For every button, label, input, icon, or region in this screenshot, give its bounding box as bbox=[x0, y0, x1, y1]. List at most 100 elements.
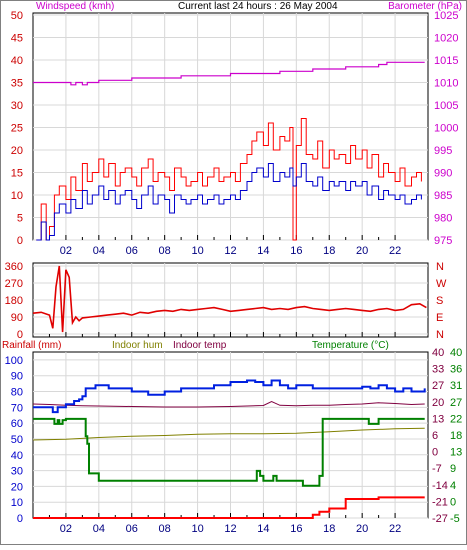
temperature-tick-label: 13 bbox=[450, 447, 462, 459]
wind-tick-label: 20 bbox=[11, 145, 23, 157]
x-tick-label: 14 bbox=[257, 245, 269, 257]
indoor-temp-tick-label: 20 bbox=[432, 397, 444, 409]
compass-label: W bbox=[436, 278, 447, 290]
baro-tick-label: 1020 bbox=[434, 33, 458, 45]
wind-tick-label: 25 bbox=[11, 123, 23, 135]
compass-label: N bbox=[436, 261, 444, 273]
rainfall-label: Rainfall (mm) bbox=[2, 340, 61, 351]
baro-tick-label: 985 bbox=[434, 190, 452, 202]
temperature-tick-label: 0 bbox=[450, 496, 456, 508]
x-tick-label: 18 bbox=[323, 523, 335, 535]
x-tick-label: 02 bbox=[60, 523, 72, 535]
indoor-temp-tick-label: 27 bbox=[432, 380, 444, 392]
baro-tick-label: 1015 bbox=[434, 55, 458, 67]
compass-label: S bbox=[436, 295, 443, 307]
humidity-tick-label: 50 bbox=[11, 434, 23, 446]
x-tick-label: 12 bbox=[224, 523, 236, 535]
x-tick-label: 22 bbox=[389, 523, 401, 535]
humidity-tick-label: 30 bbox=[11, 466, 23, 478]
humidity-tick-label: 70 bbox=[11, 402, 23, 414]
x-tick-label: 16 bbox=[290, 245, 302, 257]
x-tick-label: 20 bbox=[356, 523, 368, 535]
series-wind-gust bbox=[36, 118, 422, 241]
humidity-tick-label: 60 bbox=[11, 418, 23, 430]
humidity-tick-label: 90 bbox=[11, 371, 23, 383]
baro-tick-label: 1005 bbox=[434, 100, 458, 112]
series-wind-avg bbox=[36, 163, 422, 241]
series-barometer bbox=[33, 61, 425, 86]
indoor-temp-tick-label: -7 bbox=[432, 463, 442, 475]
direction-tick-label: 360 bbox=[5, 261, 23, 273]
humidity-tick-label: 100 bbox=[5, 355, 23, 367]
indoor-temp-tick-label: 6 bbox=[432, 430, 438, 442]
series-indoor-temp bbox=[32, 401, 425, 408]
baro-tick-label: 995 bbox=[434, 145, 452, 157]
baro-tick-label: 1010 bbox=[434, 78, 458, 90]
series-wind-direction bbox=[32, 265, 427, 333]
direction-tick-label: 270 bbox=[5, 278, 23, 290]
temperature-tick-label: 4 bbox=[450, 480, 456, 492]
x-tick-label: 16 bbox=[290, 523, 302, 535]
x-tick-label: 10 bbox=[191, 523, 203, 535]
x-tick-label: 02 bbox=[60, 245, 72, 257]
x-tick-label: 04 bbox=[93, 245, 105, 257]
temperature-tick-label: 31 bbox=[450, 380, 462, 392]
baro-tick-label: 1025 bbox=[434, 10, 458, 22]
wind-tick-label: 10 bbox=[11, 190, 23, 202]
temperature-humidity-panel: 0102030405060708090100-27-21-14-70613202… bbox=[5, 347, 463, 535]
x-tick-label: 12 bbox=[224, 245, 236, 257]
x-tick-label: 20 bbox=[356, 245, 368, 257]
temperature-tick-label: 40 bbox=[450, 347, 462, 359]
temperature-label: Temperature (°C) bbox=[312, 340, 389, 351]
x-tick-label: 06 bbox=[126, 245, 138, 257]
indoor-temp-tick-label: 40 bbox=[432, 347, 444, 359]
temperature-tick-label: -5 bbox=[450, 513, 460, 525]
wind-tick-label: 50 bbox=[11, 10, 23, 22]
baro-axis-label: Barometer (hPa) bbox=[388, 1, 462, 12]
x-tick-label: 14 bbox=[257, 523, 269, 535]
indoor-temp-tick-label: 0 bbox=[432, 447, 438, 459]
compass-label: E bbox=[436, 312, 443, 324]
wind-axis-label: Windspeed (kmh) bbox=[36, 1, 114, 12]
wind-tick-label: 30 bbox=[11, 100, 23, 112]
series-indoor-hum bbox=[32, 427, 425, 441]
direction-tick-label: 180 bbox=[5, 295, 23, 307]
baro-tick-label: 990 bbox=[434, 168, 452, 180]
wind-tick-label: 0 bbox=[17, 235, 23, 247]
wind-tick-label: 5 bbox=[17, 213, 23, 225]
baro-tick-label: 1000 bbox=[434, 123, 458, 135]
temperature-tick-label: 18 bbox=[450, 430, 462, 442]
direction-tick-label: 0 bbox=[17, 329, 23, 341]
series-temperature bbox=[33, 417, 425, 487]
compass-label: N bbox=[436, 329, 444, 341]
baro-tick-label: 980 bbox=[434, 213, 452, 225]
series-rainfall bbox=[33, 496, 425, 519]
wind-barometer-panel: 0510152025303540455097598098599099510001… bbox=[11, 10, 459, 257]
x-tick-label: 06 bbox=[126, 523, 138, 535]
wind-tick-label: 15 bbox=[11, 168, 23, 180]
x-tick-label: 08 bbox=[159, 523, 171, 535]
wind-tick-label: 35 bbox=[11, 78, 23, 90]
x-tick-label: 22 bbox=[389, 245, 401, 257]
wind-tick-label: 40 bbox=[11, 55, 23, 67]
humidity-tick-label: 0 bbox=[17, 513, 23, 525]
direction-tick-label: 90 bbox=[11, 312, 23, 324]
temperature-tick-label: 27 bbox=[450, 397, 462, 409]
wind-tick-label: 45 bbox=[11, 33, 23, 45]
page-title: Current last 24 hours : 26 May 2004 bbox=[178, 1, 338, 12]
indoor-temp-tick-label: -27 bbox=[432, 513, 448, 525]
series-outdoor-humidity bbox=[33, 379, 426, 414]
humidity-tick-label: 10 bbox=[11, 497, 23, 509]
indoor-temp-tick-label: -21 bbox=[432, 496, 448, 508]
baro-tick-label: 975 bbox=[434, 235, 452, 247]
temperature-tick-label: 36 bbox=[450, 364, 462, 376]
indoor-hum-label: Indoor hum bbox=[112, 340, 163, 351]
humidity-tick-label: 80 bbox=[11, 387, 23, 399]
x-tick-label: 18 bbox=[323, 245, 335, 257]
x-tick-label: 04 bbox=[93, 523, 105, 535]
indoor-temp-tick-label: 13 bbox=[432, 413, 444, 425]
indoor-temp-label: Indoor temp bbox=[173, 340, 227, 351]
indoor-temp-tick-label: 33 bbox=[432, 364, 444, 376]
